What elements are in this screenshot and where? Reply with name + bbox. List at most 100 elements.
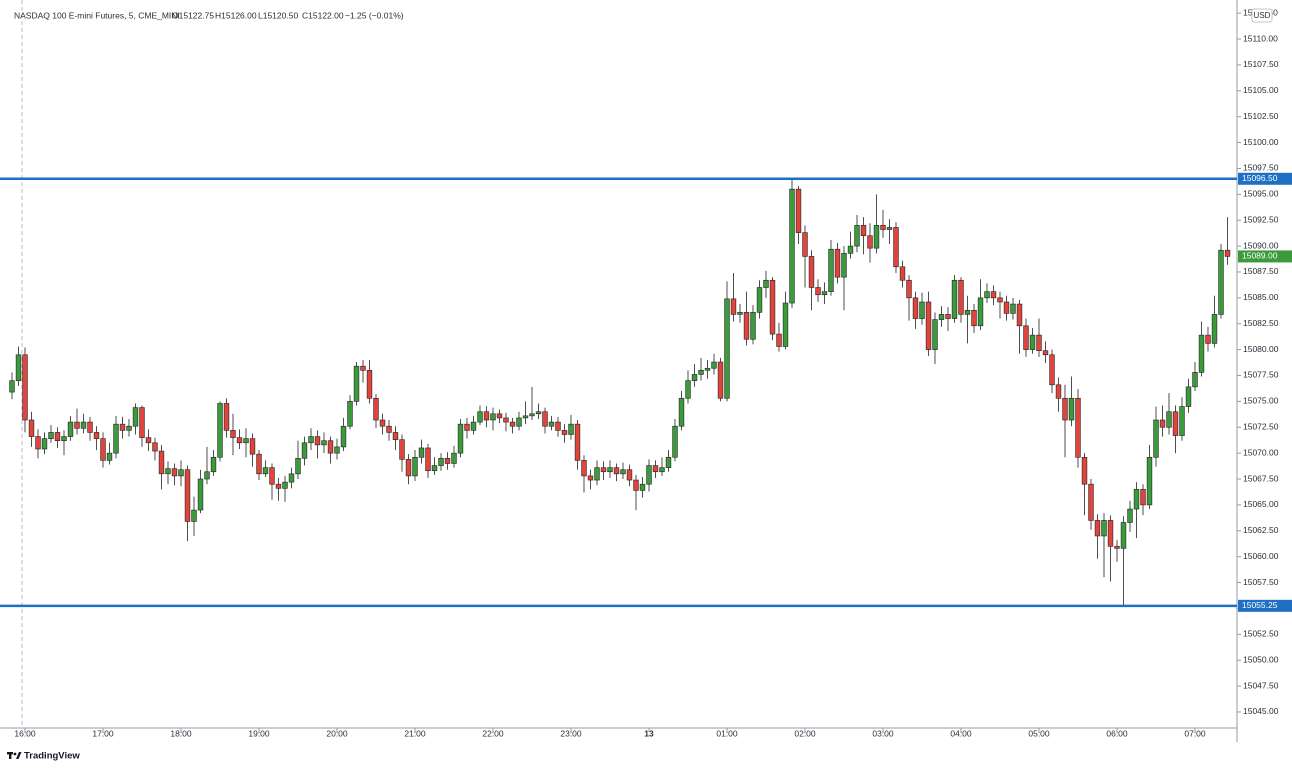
y-tick-label: 15065.00 — [1243, 499, 1279, 509]
candle-body — [405, 459, 412, 477]
candle-body — [1010, 303, 1016, 314]
y-tick-label: 15070.00 — [1243, 447, 1279, 457]
candle-body — [288, 473, 295, 483]
candle-body — [503, 417, 509, 423]
currency-label: USD — [1254, 11, 1271, 20]
currency-box — [1251, 8, 1273, 23]
y-tick-label: 15092.50 — [1243, 214, 1279, 224]
candle-body — [574, 423, 581, 461]
candle-body — [1146, 456, 1153, 506]
candle-body — [899, 266, 906, 281]
last-price-label: 15089.00 — [1242, 251, 1278, 261]
candle-body — [1218, 249, 1224, 315]
candle-body — [990, 291, 997, 299]
candle-body — [9, 380, 15, 393]
candle-body — [1003, 301, 1010, 314]
candle-body — [977, 297, 984, 327]
candle-body — [1081, 456, 1088, 485]
candle-body — [997, 297, 1003, 303]
y-tick-label: 15095.00 — [1243, 189, 1279, 199]
ohlc-label: L15120.50 — [258, 10, 298, 20]
candle-body — [782, 302, 789, 347]
candle-body — [919, 301, 925, 319]
candle-body — [958, 279, 964, 315]
candle-body — [165, 468, 171, 475]
candle-body — [581, 460, 587, 477]
candle-body — [22, 354, 28, 421]
candle-body — [971, 309, 977, 327]
candle-body — [269, 467, 275, 485]
candle-body — [795, 188, 802, 233]
candle-body — [906, 279, 912, 299]
candle-body — [1023, 325, 1029, 350]
x-tick-label: 03:00 — [872, 728, 894, 738]
candle-body — [327, 440, 334, 454]
candle-body — [646, 465, 652, 485]
x-tick-label: 01:00 — [716, 728, 738, 738]
x-tick-label: 21:00 — [404, 728, 426, 738]
candle-body — [145, 437, 152, 444]
candle-body — [496, 413, 503, 419]
x-tick-label: 19:00 — [248, 728, 270, 738]
candle-body — [1153, 419, 1159, 458]
candle-body — [340, 425, 347, 448]
candle-body — [464, 423, 470, 431]
candle-body — [236, 437, 243, 444]
candle-body — [1088, 483, 1094, 521]
candle-body — [1185, 386, 1192, 407]
candle-body — [87, 421, 93, 433]
candle-body — [223, 403, 230, 431]
candle-body — [1101, 520, 1107, 537]
candle-body — [1224, 249, 1231, 257]
x-tick-label: 22:00 — [482, 728, 504, 738]
candle-body — [353, 365, 360, 402]
candle-body — [490, 413, 496, 421]
candle-body — [847, 245, 854, 254]
candle-body — [256, 453, 262, 475]
candle-body — [262, 467, 269, 475]
candle-body — [1133, 489, 1140, 510]
candle-body — [418, 447, 425, 458]
candle-body — [516, 417, 522, 427]
x-tick-label: 20:00 — [326, 728, 348, 738]
candle-body — [509, 421, 516, 427]
candle-body — [412, 456, 418, 477]
candle-body — [951, 279, 958, 319]
logo-part — [9, 752, 12, 759]
last-price-box — [1238, 250, 1292, 263]
candle-body — [301, 442, 308, 459]
candle-body — [275, 483, 282, 489]
candle-body — [704, 367, 711, 371]
y-tick-label: 15097.50 — [1243, 163, 1279, 173]
candle-body — [184, 469, 191, 522]
candle-body — [561, 430, 568, 435]
logo-part — [13, 752, 17, 756]
candle-body — [74, 421, 80, 429]
candle-body — [912, 297, 919, 319]
x-tick-label: 02:00 — [794, 728, 816, 738]
candle-body — [431, 465, 438, 472]
x-tick-label: 16:00 — [14, 728, 36, 738]
candle-body — [984, 291, 990, 299]
candle-body — [633, 479, 639, 491]
ohlc-label: O15122.75 — [172, 10, 214, 20]
y-tick-label: 15060.00 — [1243, 551, 1279, 561]
candle-body — [711, 361, 717, 369]
y-tick-label: 15102.50 — [1243, 111, 1279, 121]
candle-body — [1159, 419, 1166, 428]
candle-body — [282, 481, 288, 489]
candles — [9, 178, 1231, 606]
y-tick-label: 15077.50 — [1243, 370, 1279, 380]
candle-body — [93, 432, 100, 439]
candle-body — [1062, 397, 1068, 421]
candle-body — [379, 419, 386, 427]
candle-body — [314, 436, 321, 446]
x-tick-label: 04:00 — [950, 728, 972, 738]
candle-body — [132, 407, 139, 427]
candle-body — [620, 469, 626, 475]
candle-body — [470, 421, 477, 431]
level-price-box — [1238, 172, 1292, 185]
candle-body — [860, 225, 867, 237]
y-tick-label: 15045.00 — [1243, 706, 1279, 716]
